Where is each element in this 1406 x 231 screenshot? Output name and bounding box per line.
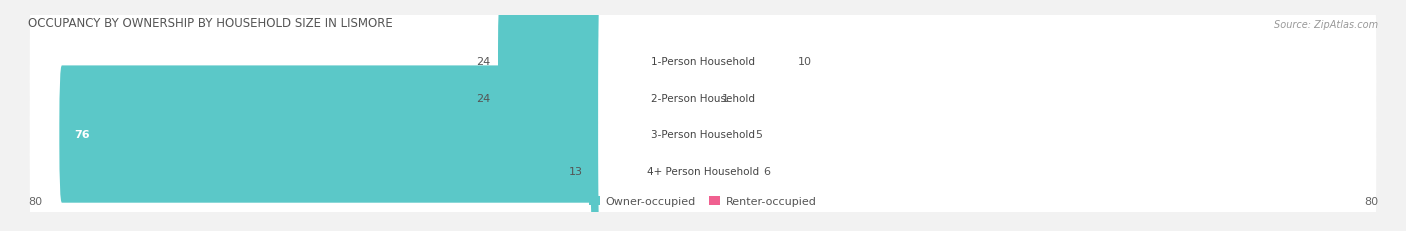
FancyBboxPatch shape xyxy=(59,66,706,203)
Text: 76: 76 xyxy=(75,130,90,140)
FancyBboxPatch shape xyxy=(498,0,706,130)
FancyBboxPatch shape xyxy=(700,102,756,231)
FancyBboxPatch shape xyxy=(599,82,807,231)
FancyBboxPatch shape xyxy=(700,66,748,203)
FancyBboxPatch shape xyxy=(30,60,1376,209)
Text: 2-Person Household: 2-Person Household xyxy=(651,93,755,103)
Text: 4+ Person Household: 4+ Person Household xyxy=(647,166,759,176)
Text: 1: 1 xyxy=(721,93,728,103)
Text: 1-Person Household: 1-Person Household xyxy=(651,57,755,67)
FancyBboxPatch shape xyxy=(30,23,1376,173)
Text: 3-Person Household: 3-Person Household xyxy=(651,130,755,140)
Text: 80: 80 xyxy=(1364,196,1378,206)
Legend: Owner-occupied, Renter-occupied: Owner-occupied, Renter-occupied xyxy=(585,192,821,211)
Text: Source: ZipAtlas.com: Source: ZipAtlas.com xyxy=(1274,20,1378,30)
Text: 13: 13 xyxy=(569,166,583,176)
FancyBboxPatch shape xyxy=(30,0,1376,137)
FancyBboxPatch shape xyxy=(700,0,790,130)
FancyBboxPatch shape xyxy=(599,9,807,187)
Text: OCCUPANCY BY OWNERSHIP BY HOUSEHOLD SIZE IN LISMORE: OCCUPANCY BY OWNERSHIP BY HOUSEHOLD SIZE… xyxy=(28,17,392,30)
Text: 10: 10 xyxy=(797,57,811,67)
Text: 24: 24 xyxy=(477,57,491,67)
FancyBboxPatch shape xyxy=(599,46,807,223)
Text: 6: 6 xyxy=(763,166,770,176)
Text: 5: 5 xyxy=(755,130,762,140)
FancyBboxPatch shape xyxy=(700,30,714,167)
FancyBboxPatch shape xyxy=(591,102,706,231)
Text: 80: 80 xyxy=(28,196,42,206)
Text: 24: 24 xyxy=(477,93,491,103)
FancyBboxPatch shape xyxy=(498,30,706,167)
FancyBboxPatch shape xyxy=(30,96,1376,231)
FancyBboxPatch shape xyxy=(599,0,807,151)
